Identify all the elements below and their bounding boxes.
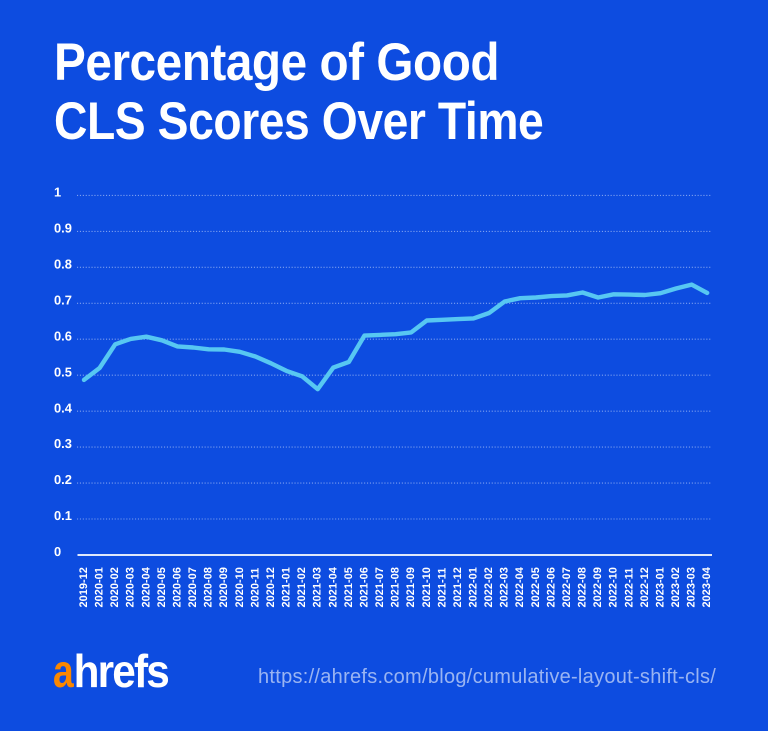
- svg-text:1: 1: [54, 185, 61, 200]
- svg-text:2020-03: 2020-03: [125, 567, 137, 607]
- svg-text:2021-09: 2021-09: [405, 567, 417, 607]
- svg-text:2021-11: 2021-11: [436, 568, 448, 608]
- svg-text:2022-12: 2022-12: [639, 567, 651, 607]
- svg-text:2021-04: 2021-04: [327, 566, 339, 607]
- svg-text:2021-07: 2021-07: [374, 567, 386, 607]
- svg-text:0.4: 0.4: [54, 400, 73, 415]
- svg-text:2021-12: 2021-12: [452, 567, 464, 607]
- svg-text:2023-01: 2023-01: [654, 567, 666, 607]
- svg-text:0.2: 0.2: [54, 472, 72, 487]
- svg-text:0.9: 0.9: [54, 221, 72, 236]
- svg-text:2020-06: 2020-06: [171, 567, 183, 607]
- svg-text:2020-02: 2020-02: [109, 567, 121, 607]
- svg-text:2020-05: 2020-05: [156, 567, 168, 607]
- svg-text:2020-10: 2020-10: [234, 567, 246, 607]
- svg-text:2021-03: 2021-03: [312, 567, 324, 607]
- svg-text:2023-04: 2023-04: [701, 566, 713, 607]
- svg-text:0.8: 0.8: [54, 256, 72, 271]
- svg-text:0.3: 0.3: [54, 436, 72, 451]
- svg-text:2023-02: 2023-02: [670, 567, 682, 607]
- svg-text:2023-03: 2023-03: [686, 567, 698, 607]
- svg-text:2022-01: 2022-01: [468, 567, 480, 607]
- svg-text:0.5: 0.5: [54, 364, 72, 379]
- svg-text:2020-07: 2020-07: [187, 567, 199, 607]
- svg-text:2022-09: 2022-09: [592, 567, 604, 607]
- svg-text:2022-05: 2022-05: [530, 567, 542, 607]
- svg-text:2020-08: 2020-08: [203, 567, 215, 607]
- svg-text:2021-05: 2021-05: [343, 567, 355, 607]
- svg-text:2021-02: 2021-02: [296, 567, 308, 607]
- svg-text:0.7: 0.7: [54, 292, 72, 307]
- svg-text:2021-08: 2021-08: [390, 567, 402, 607]
- svg-text:2019-12: 2019-12: [78, 567, 90, 607]
- svg-text:2022-08: 2022-08: [577, 567, 589, 607]
- svg-text:2022-06: 2022-06: [545, 567, 557, 607]
- svg-text:2020-11: 2020-11: [249, 568, 261, 608]
- svg-text:2022-07: 2022-07: [561, 567, 573, 607]
- svg-text:0.1: 0.1: [54, 508, 72, 523]
- svg-text:2022-03: 2022-03: [499, 567, 511, 607]
- svg-text:2022-11: 2022-11: [623, 568, 635, 608]
- svg-text:2020-12: 2020-12: [265, 567, 277, 607]
- svg-text:0.6: 0.6: [54, 328, 72, 343]
- svg-text:2022-02: 2022-02: [483, 567, 495, 607]
- svg-text:2020-09: 2020-09: [218, 567, 230, 607]
- svg-text:2022-04: 2022-04: [514, 566, 526, 607]
- svg-text:2022-10: 2022-10: [608, 567, 620, 607]
- svg-text:2021-10: 2021-10: [421, 567, 433, 607]
- svg-text:2020-04: 2020-04: [140, 566, 152, 607]
- svg-text:2021-06: 2021-06: [358, 567, 370, 607]
- svg-text:2021-01: 2021-01: [281, 567, 293, 607]
- svg-text:2020-01: 2020-01: [94, 567, 106, 607]
- svg-text:0: 0: [54, 544, 61, 559]
